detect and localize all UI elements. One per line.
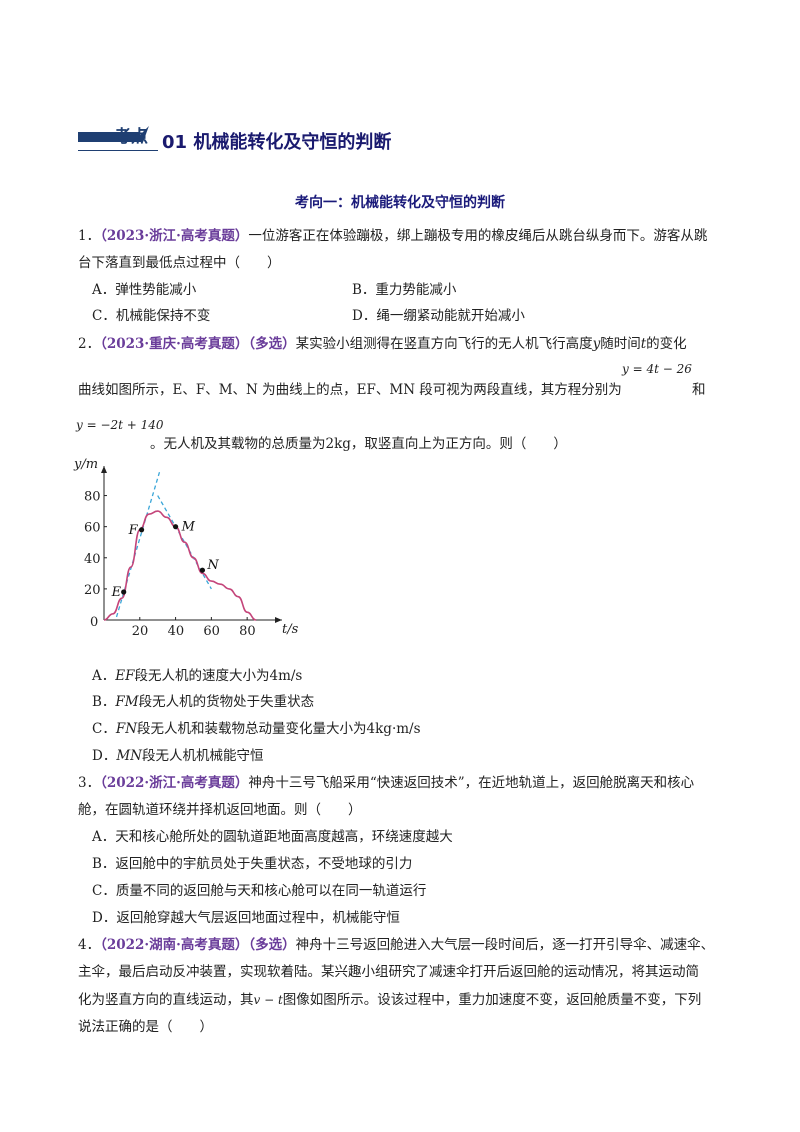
- question-3-source: （2022·浙江·高考真题）: [100, 775, 249, 791]
- q3-option-c: C．质量不同的返回舱与天和核心舱可以在同一轨道运行: [92, 883, 427, 899]
- q1-option-b: B．重力势能减小: [352, 282, 457, 298]
- point-n: [199, 567, 206, 573]
- q2-option-c: C．FN段无人机和装载物总动量变化量大小为4kg·m/s: [92, 721, 421, 737]
- question-4-tag: （多选）: [248, 937, 296, 953]
- question-4-line2: 主伞，最后启动反冲装置，实现软着陆。某兴趣小组研究了减速伞打开后返回舱的运动情况…: [78, 964, 699, 980]
- q1-option-d: D．绳一绷紧动能就开始减小: [352, 308, 525, 324]
- y-tick-label: 20: [84, 583, 101, 598]
- point-label-f: F: [128, 523, 139, 538]
- x-axis-label: t/s: [282, 622, 299, 637]
- question-1-line1: 1．（2023·浙江·高考真题）一位游客正在体验蹦极，绑上蹦极专用的橡皮绳后从跳…: [78, 228, 708, 244]
- point-label-n: N: [206, 558, 219, 573]
- question-4-line1: 4．（2022·湖南·高考真题）（多选）神舟十三号返回舱进入大气层一段时间后，逐…: [78, 937, 715, 953]
- vt-equation: v − t: [253, 993, 283, 1007]
- section-title: 考向一：机械能转化及守恒的判断: [295, 195, 505, 211]
- origin-label: 0: [90, 615, 98, 630]
- equation-ef: y = 4t − 26: [622, 362, 692, 376]
- page-title: 01 机械能转化及守恒的判断: [162, 132, 392, 153]
- question-2-tag: （多选）: [248, 336, 296, 352]
- q1-option-c: C．机械能保持不变: [92, 308, 211, 324]
- x-tick-label: 80: [239, 624, 256, 639]
- line-ef-dashed: [115, 472, 161, 618]
- line-mn-dashed: [157, 495, 212, 590]
- point-m: [172, 524, 179, 530]
- point-label-m: M: [181, 520, 196, 535]
- q3-option-b: B．返回舱中的宇航员处于失重状态，不受地球的引力: [92, 856, 413, 872]
- q3-option-d: D．返回舱穿越大气层返回地面过程中，机械能守恒: [92, 910, 400, 926]
- question-4-line4: 说法正确的是（ ）: [78, 1019, 213, 1035]
- header-bar-decoration: [78, 132, 140, 142]
- question-3-line1: 3．（2022·浙江·高考真题）神舟十三号飞船采用“快速返回技术”，在近地轨道上…: [78, 775, 695, 791]
- height-curve: [103, 510, 257, 621]
- question-2-line2: 曲线如图所示，E、F、M、N 为曲线上的点，EF、MN 段可视为两段直线，其方程…: [78, 382, 622, 398]
- question-2-line1: 2．（2023·重庆·高考真题）（多选）某实验小组测得在竖直方向飞行的无人机飞行…: [78, 336, 687, 352]
- point-f: [138, 527, 145, 533]
- q2-option-a: A．EF段无人机的速度大小为4m/s: [92, 668, 303, 684]
- x-tick-label: 60: [203, 624, 220, 639]
- y-tick-label: 40: [84, 552, 101, 567]
- x-tick-label: 40: [168, 624, 185, 639]
- q2-option-d: D．MN段无人机机械能守恒: [92, 748, 264, 764]
- point-e: [121, 589, 127, 595]
- q1-option-a: A．弹性势能减小: [92, 282, 197, 298]
- question-2-line3: 。无人机及其载物的总质量为2kg，取竖直向上为正方向。则（ ）: [150, 436, 567, 452]
- question-4-source: （2022·湖南·高考真题）: [100, 937, 249, 953]
- y-tick-label: 60: [84, 521, 101, 536]
- q3-option-a: A．天和核心舱所处的圆轨道距地面高度越高，环绕速度越大: [92, 829, 453, 845]
- x-axis-arrow-icon: [275, 617, 282, 623]
- y-tick-label: 80: [84, 490, 101, 505]
- point-label-e: E: [111, 585, 122, 600]
- equation-mn: y = −2t + 140: [76, 418, 164, 432]
- question-1-source: （2023·浙江·高考真题）: [100, 228, 249, 244]
- question-3-line2: 舱，在圆轨道环绕并择机返回地面。则（ ）: [78, 802, 362, 818]
- question-2-source: （2023·重庆·高考真题）: [100, 336, 249, 352]
- x-tick-label: 20: [132, 624, 149, 639]
- header-kaodian-label: 考点: [114, 127, 148, 147]
- q2-option-b: B．FM段无人机的货物处于失重状态: [92, 694, 315, 710]
- header-underline: [78, 150, 158, 151]
- question-4-line3: 化为竖直方向的直线运动，其v − t图像如图所示。设该过程中，重力加速度不变，返…: [78, 992, 702, 1008]
- y-axis-arrow-icon: [101, 466, 107, 473]
- y-axis-label: y/m: [73, 457, 98, 472]
- question-2-line2-end: 和: [692, 382, 706, 398]
- question-1-line2: 台下落直到最低点过程中（ ）: [78, 255, 281, 271]
- height-time-chart: y/m t/s 0 20 40 60 80 20 40 60 80 E F M N: [73, 457, 299, 639]
